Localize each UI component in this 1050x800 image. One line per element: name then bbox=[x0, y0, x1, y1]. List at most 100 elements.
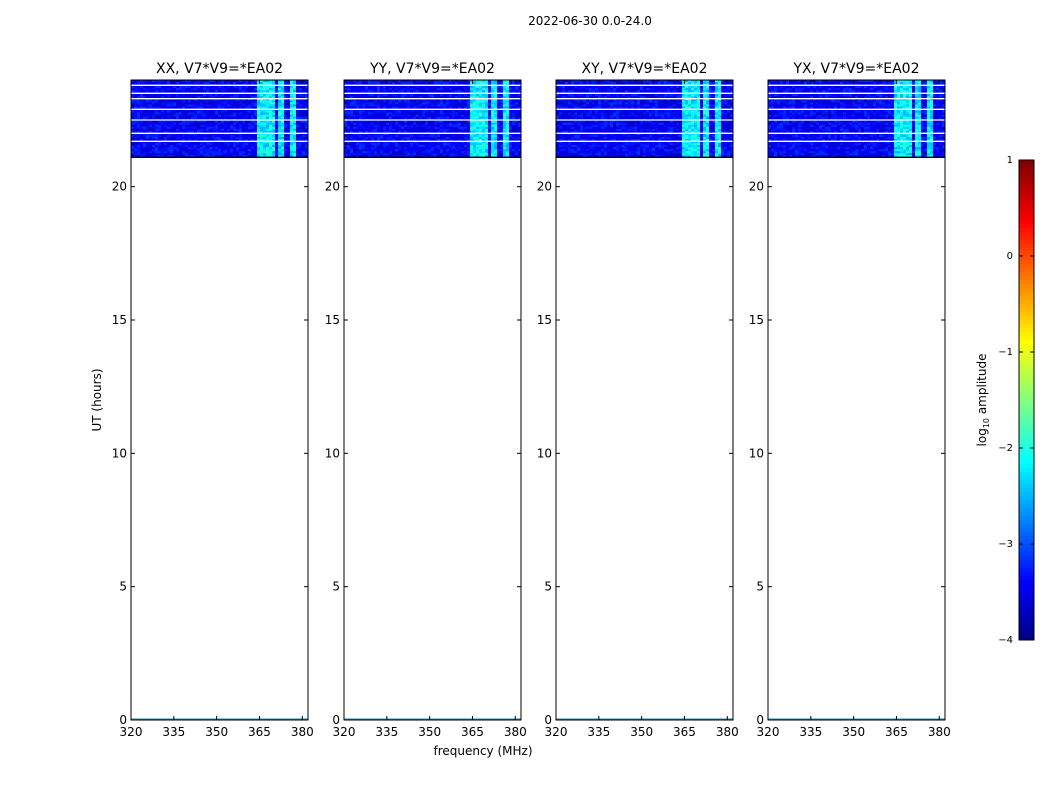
colorbar-segment bbox=[1019, 620, 1034, 625]
x-tick-label: 380 bbox=[504, 725, 527, 739]
colorbar-segment bbox=[1019, 204, 1034, 209]
x-tick-label: 350 bbox=[842, 725, 865, 739]
colorbar-segment bbox=[1019, 508, 1034, 513]
colorbar-segment bbox=[1019, 520, 1034, 525]
colorbar-segment bbox=[1019, 432, 1034, 437]
axes-frame bbox=[343, 79, 522, 721]
y-axis-label: UT (hours) bbox=[90, 368, 104, 431]
panel-title: YY, V7*V9=*EA02 bbox=[369, 61, 495, 77]
panel-title: XY, V7*V9=*EA02 bbox=[582, 61, 708, 77]
colorbar-segment bbox=[1019, 232, 1034, 237]
colorbar-segment bbox=[1019, 292, 1034, 297]
x-axis-label: frequency (MHz) bbox=[433, 744, 532, 758]
colorbar-segment bbox=[1019, 252, 1034, 257]
x-tick-label: 320 bbox=[333, 725, 356, 739]
colorbar-segment bbox=[1019, 212, 1034, 217]
colorbar-segment bbox=[1019, 188, 1034, 193]
y-tick-label: 20 bbox=[749, 180, 764, 194]
x-tick-label: 350 bbox=[205, 725, 228, 739]
colorbar-segment bbox=[1019, 296, 1034, 301]
colorbar-segment bbox=[1019, 588, 1034, 593]
colorbar-segment bbox=[1019, 200, 1034, 205]
x-tick-label: 350 bbox=[630, 725, 653, 739]
colorbar-segment bbox=[1019, 236, 1034, 241]
panel-yx: YX, V7*V9=*EA02 320 335 350 365 380 0 5 10 15 20 bbox=[749, 61, 951, 739]
colorbar-segment bbox=[1019, 364, 1034, 369]
y-tick-label: 5 bbox=[119, 580, 127, 594]
y-tick-label: 15 bbox=[749, 313, 764, 327]
colorbar-segment bbox=[1019, 352, 1034, 357]
y-tick-label: 10 bbox=[749, 446, 764, 460]
colorbar-segment bbox=[1019, 256, 1034, 261]
axes-frame bbox=[555, 79, 734, 721]
colorbar-label: log10 amplitude bbox=[975, 354, 991, 447]
colorbar-segment bbox=[1019, 484, 1034, 489]
heatmap-data bbox=[768, 80, 946, 158]
panel-xy: XY, V7*V9=*EA02 320 335 350 365 380 0 5 10 15 20 bbox=[537, 61, 739, 739]
colorbar-segment bbox=[1019, 476, 1034, 481]
colorbar-segment bbox=[1019, 444, 1034, 449]
colorbar-segment bbox=[1019, 580, 1034, 585]
colorbar-segment bbox=[1019, 408, 1034, 413]
y-tick-label: 10 bbox=[325, 446, 340, 460]
colorbar-tick-label: 0 bbox=[1007, 251, 1013, 262]
colorbar-segment bbox=[1019, 208, 1034, 213]
y-tick-label: 20 bbox=[325, 180, 340, 194]
colorbar-segment bbox=[1019, 496, 1034, 501]
x-tick-label: 365 bbox=[248, 725, 271, 739]
colorbar-segment bbox=[1019, 336, 1034, 341]
colorbar-segment bbox=[1019, 636, 1034, 641]
x-tick-label: 380 bbox=[716, 725, 739, 739]
colorbar-segment bbox=[1019, 628, 1034, 633]
colorbar-segment bbox=[1019, 556, 1034, 561]
colorbar-segment bbox=[1019, 220, 1034, 225]
colorbar-segment bbox=[1019, 168, 1034, 173]
colorbar-tick-label: −4 bbox=[998, 635, 1013, 646]
colorbar-segment bbox=[1019, 372, 1034, 377]
colorbar-segment bbox=[1019, 424, 1034, 429]
x-tick-label: 380 bbox=[291, 725, 314, 739]
colorbar-tick-label: −3 bbox=[998, 539, 1013, 550]
colorbar-segment bbox=[1019, 260, 1034, 265]
colorbar-segment bbox=[1019, 532, 1034, 537]
y-tick-label: 0 bbox=[119, 713, 127, 727]
colorbar-segment bbox=[1019, 344, 1034, 349]
y-tick-label: 20 bbox=[112, 180, 127, 194]
colorbar-segment bbox=[1019, 360, 1034, 365]
y-tick-label: 0 bbox=[544, 713, 552, 727]
x-tick-label: 335 bbox=[799, 725, 822, 739]
panel-title: YX, V7*V9=*EA02 bbox=[793, 61, 920, 77]
colorbar-segment bbox=[1019, 224, 1034, 229]
y-tick-label: 20 bbox=[537, 180, 552, 194]
colorbar-segment bbox=[1019, 448, 1034, 453]
colorbar-segment bbox=[1019, 468, 1034, 473]
colorbar-segment bbox=[1019, 328, 1034, 333]
colorbar-segment bbox=[1019, 568, 1034, 573]
colorbar-segment bbox=[1019, 272, 1034, 277]
colorbar-segment bbox=[1019, 544, 1034, 549]
colorbar-segment bbox=[1019, 380, 1034, 385]
colorbar-segment bbox=[1019, 504, 1034, 509]
colorbar-segment bbox=[1019, 548, 1034, 553]
colorbar-tick-label: 1 bbox=[1007, 155, 1013, 166]
figure-title: 2022-06-30 0.0-24.0 bbox=[528, 14, 652, 28]
colorbar-segment bbox=[1019, 312, 1034, 317]
colorbar-segment bbox=[1019, 564, 1034, 569]
colorbar-segment bbox=[1019, 512, 1034, 517]
colorbar-segment bbox=[1019, 392, 1034, 397]
colorbar-segment bbox=[1019, 464, 1034, 469]
colorbar-segment bbox=[1019, 616, 1034, 621]
colorbar-segment bbox=[1019, 600, 1034, 605]
y-tick-label: 0 bbox=[332, 713, 340, 727]
colorbar-segment bbox=[1019, 308, 1034, 313]
colorbar-segment bbox=[1019, 172, 1034, 177]
colorbar-segment bbox=[1019, 488, 1034, 493]
colorbar-segment bbox=[1019, 288, 1034, 293]
colorbar-segment bbox=[1019, 576, 1034, 581]
x-tick-label: 335 bbox=[587, 725, 610, 739]
x-tick-label: 350 bbox=[418, 725, 441, 739]
y-tick-label: 15 bbox=[325, 313, 340, 327]
y-tick-label: 5 bbox=[332, 580, 340, 594]
colorbar-tick-label: −2 bbox=[998, 443, 1013, 454]
colorbar-segment bbox=[1019, 240, 1034, 245]
